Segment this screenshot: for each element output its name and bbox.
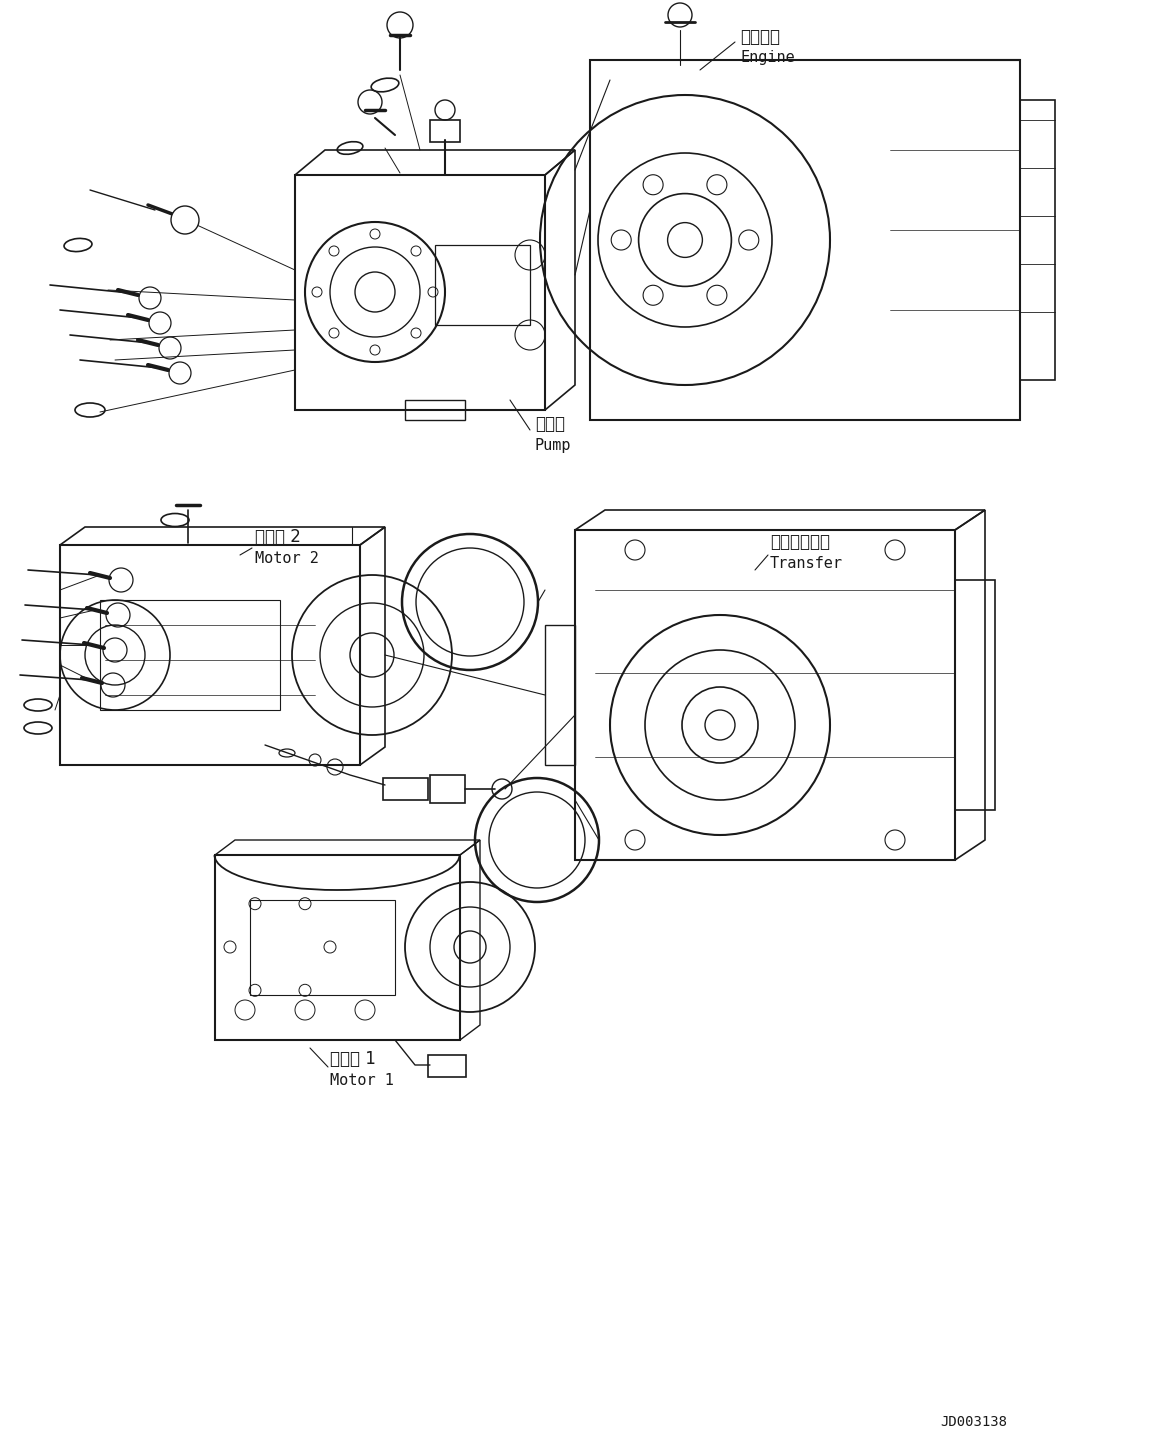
Text: Engine: Engine <box>740 51 794 65</box>
Text: Motor 1: Motor 1 <box>330 1073 394 1087</box>
Bar <box>100 601 280 710</box>
Text: Pump: Pump <box>535 438 571 453</box>
Bar <box>383 778 428 800</box>
Text: モータ 1: モータ 1 <box>330 1050 376 1069</box>
Circle shape <box>171 206 199 234</box>
Bar <box>435 245 530 325</box>
Text: エンジン: エンジン <box>740 27 780 46</box>
Bar <box>575 530 955 861</box>
Bar <box>545 625 575 765</box>
Bar <box>955 580 996 810</box>
Bar <box>590 61 1020 420</box>
Bar <box>405 400 465 420</box>
Bar <box>1020 100 1055 380</box>
Text: ポンプ: ポンプ <box>535 414 565 433</box>
Bar <box>215 855 461 1040</box>
Text: Transfer: Transfer <box>770 556 843 570</box>
Bar <box>60 544 361 765</box>
Text: モータ 2: モータ 2 <box>255 529 301 546</box>
Bar <box>295 175 545 410</box>
Text: トランスファ: トランスファ <box>770 533 830 552</box>
Text: Motor 2: Motor 2 <box>255 552 319 566</box>
Bar <box>250 900 395 995</box>
Bar <box>430 120 461 142</box>
Bar <box>430 775 465 803</box>
Bar <box>428 1056 466 1077</box>
Text: JD003138: JD003138 <box>940 1415 1007 1430</box>
